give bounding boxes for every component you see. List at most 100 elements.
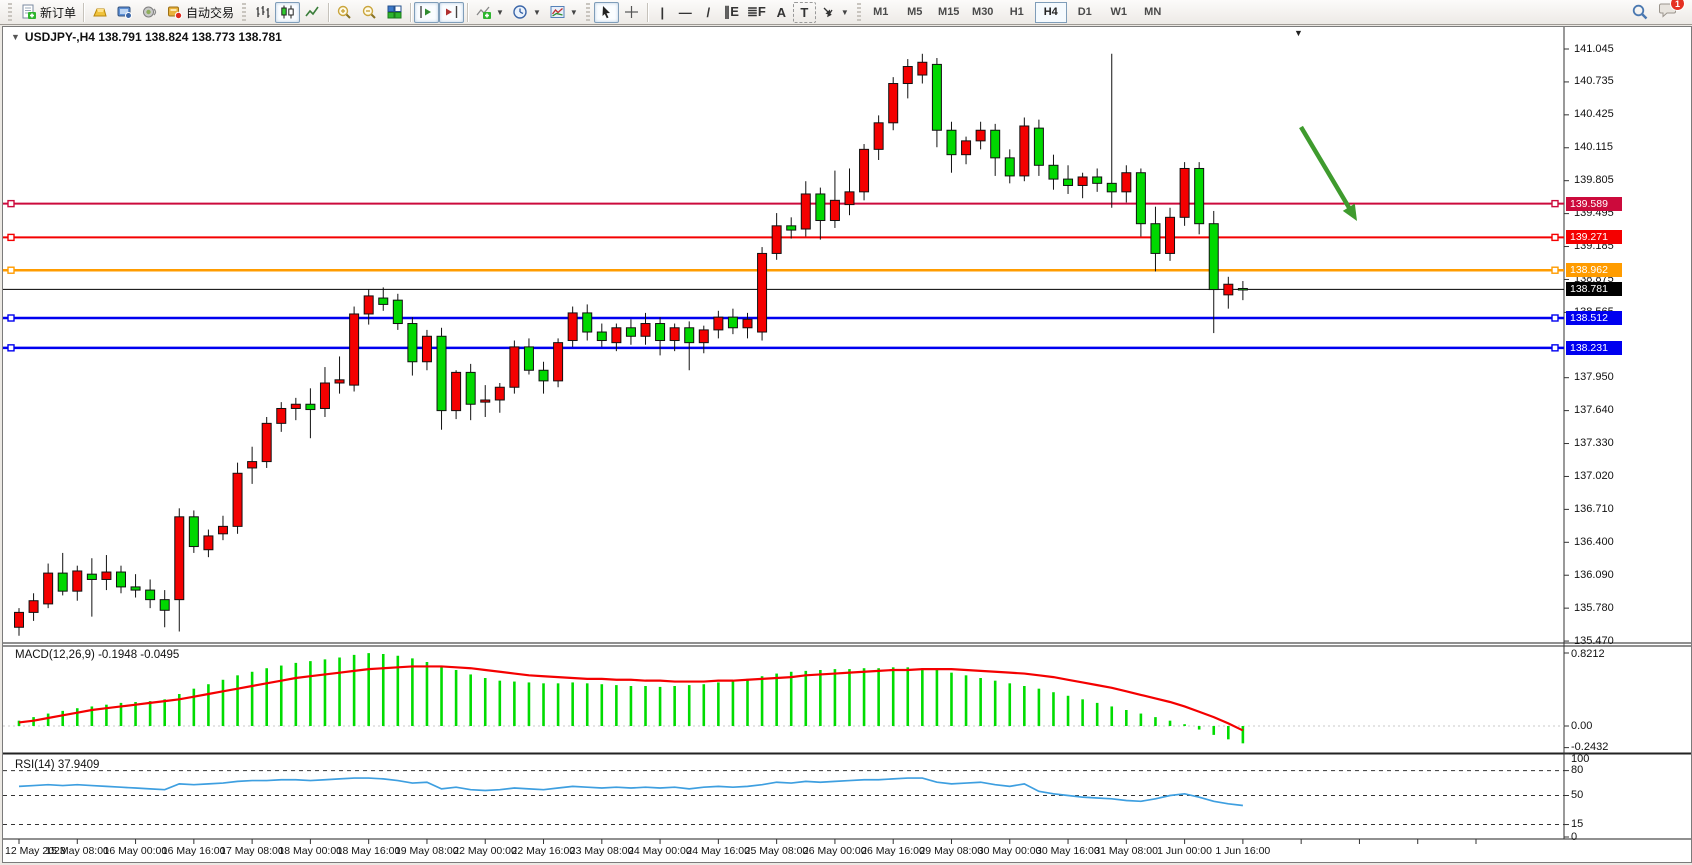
notifications-button[interactable]: 1	[1659, 0, 1685, 23]
timeframe-m30-button[interactable]: M30	[972, 6, 994, 18]
periods-dropdown-button[interactable]: ▼	[508, 2, 545, 23]
new-order-icon	[22, 4, 36, 19]
new-order-button[interactable]: 新订单	[16, 2, 80, 23]
line-handle[interactable]	[7, 199, 15, 208]
auto-trading-button[interactable]: 自动交易	[162, 2, 238, 23]
candle-body	[1077, 176, 1088, 186]
bar-chart-mode-button[interactable]	[250, 2, 275, 23]
candle-body	[888, 83, 899, 124]
gold-ingot-icon	[93, 8, 107, 17]
timeframe-m1-button[interactable]: M1	[873, 6, 889, 18]
price-axis-label: 139.805	[1574, 174, 1614, 187]
chart-canvas[interactable]	[3, 27, 1691, 862]
line-handle[interactable]	[1551, 199, 1559, 208]
line-handle[interactable]	[1551, 314, 1559, 322]
toolbar-grip[interactable]	[856, 3, 861, 21]
candle-body	[334, 379, 345, 384]
line-handle[interactable]	[7, 233, 15, 242]
vertical-line-tool-button[interactable]: |	[651, 2, 674, 23]
trendline-tool-button[interactable]: /	[697, 2, 720, 23]
deposit-button[interactable]	[87, 2, 112, 23]
candlestick-icon	[281, 5, 294, 19]
date-axis-label: 18 May 00:00	[278, 845, 343, 857]
candle-body	[1194, 167, 1205, 225]
candle-body	[975, 129, 986, 142]
candle-body	[1092, 176, 1103, 184]
candle-body	[961, 140, 972, 156]
price-tag: 138.231	[1566, 340, 1622, 355]
dropdown-caret-icon: ▼	[496, 7, 504, 17]
candle-body	[494, 386, 505, 401]
rsi-axis-label: 0	[1571, 830, 1578, 843]
chart-shift-marker-icon[interactable]: ▼	[1294, 28, 1303, 38]
rsi-axis-label: 15	[1571, 818, 1584, 831]
text-label-tool-button[interactable]: T	[792, 1, 816, 23]
toolbar-grip[interactable]	[585, 3, 590, 21]
line-handle[interactable]	[7, 314, 15, 322]
timeframe-m15-button[interactable]: M15	[938, 6, 960, 18]
arrows-tool-button[interactable]: ▼	[816, 2, 853, 23]
timeframe-m5-button[interactable]: M5	[907, 6, 923, 18]
price-tag: 138.781	[1566, 282, 1622, 297]
rsi-axis-label: 80	[1571, 764, 1584, 777]
date-axis-label: 17 May 08:00	[220, 845, 284, 857]
candle-body	[1019, 125, 1030, 177]
chart-window[interactable]: ▼ USDJPY-,H4 138.791 138.824 138.773 138…	[2, 26, 1692, 863]
indicators-dropdown-button[interactable]: ▼	[471, 2, 508, 23]
candle-body	[713, 316, 724, 331]
search-icon[interactable]	[1631, 3, 1649, 21]
candle-body	[480, 399, 491, 403]
line-handle[interactable]	[1551, 344, 1559, 352]
line-handle[interactable]	[7, 344, 15, 352]
chart-shift-icon	[446, 6, 458, 18]
tile-windows-button[interactable]	[382, 2, 407, 23]
trend-arrow-annotation[interactable]	[1299, 125, 1355, 214]
timeframe-mn-button[interactable]: MN	[1144, 6, 1162, 18]
horizontal-line-tool-button[interactable]: —	[674, 2, 697, 23]
date-axis-label: 23 May 08:00	[569, 845, 634, 857]
date-axis-label: 24 May 00:00	[628, 845, 692, 857]
templates-dropdown-button[interactable]: ▼	[545, 2, 582, 23]
timeframe-h1-button[interactable]: H1	[1009, 6, 1024, 18]
candle-body	[567, 312, 578, 342]
toolbar-separator	[410, 2, 412, 22]
line-handle[interactable]	[7, 266, 15, 274]
auto-scroll-button[interactable]	[414, 1, 440, 23]
candle-body	[28, 600, 39, 613]
zoom-out-button[interactable]	[357, 2, 382, 23]
line-handle[interactable]	[1551, 266, 1559, 274]
fibonacci-tool-button[interactable]: ≣F	[743, 2, 770, 23]
crosshair-tool-button[interactable]	[619, 2, 644, 23]
timeframe-d1-button[interactable]: D1	[1077, 6, 1092, 18]
candle-body	[742, 318, 753, 329]
timeframe-w1-button[interactable]: W1	[1110, 6, 1127, 18]
candle-body	[57, 572, 68, 592]
auto-trading-icon	[168, 6, 183, 20]
date-axis-label: 22 May 16:00	[511, 845, 576, 857]
candle-body	[786, 225, 797, 231]
equidistant-channel-tool-button[interactable]: ∥E	[720, 2, 743, 23]
candlestick-mode-button[interactable]	[275, 1, 301, 23]
price-tag: 138.512	[1566, 311, 1622, 325]
timeframe-h4-button[interactable]: H4	[1034, 1, 1067, 23]
one-click-collapse-icon[interactable]: ▼	[11, 32, 20, 42]
candle-body	[1165, 216, 1176, 254]
line-chart-mode-button[interactable]	[300, 2, 325, 23]
date-axis-label: 16 May 16:00	[161, 845, 226, 857]
chart-shift-button[interactable]	[439, 1, 465, 23]
candle-body	[1121, 172, 1132, 193]
text-tool-button[interactable]: A	[770, 2, 793, 23]
trend-arrow-head	[1342, 203, 1357, 221]
zoom-in-button[interactable]	[332, 2, 357, 23]
date-axis-label: 24 May 16:00	[686, 845, 750, 857]
client-terminal-button[interactable]	[112, 2, 137, 23]
candle-body	[1179, 167, 1190, 218]
signals-button[interactable]	[137, 2, 162, 23]
toolbar-grip[interactable]	[8, 3, 12, 21]
cursor-tool-button[interactable]	[593, 1, 619, 23]
line-handle[interactable]	[1551, 233, 1559, 242]
candle-body	[290, 403, 301, 409]
candle-body	[188, 516, 199, 548]
toolbar-grip[interactable]	[242, 3, 247, 21]
candle-body	[931, 63, 942, 131]
